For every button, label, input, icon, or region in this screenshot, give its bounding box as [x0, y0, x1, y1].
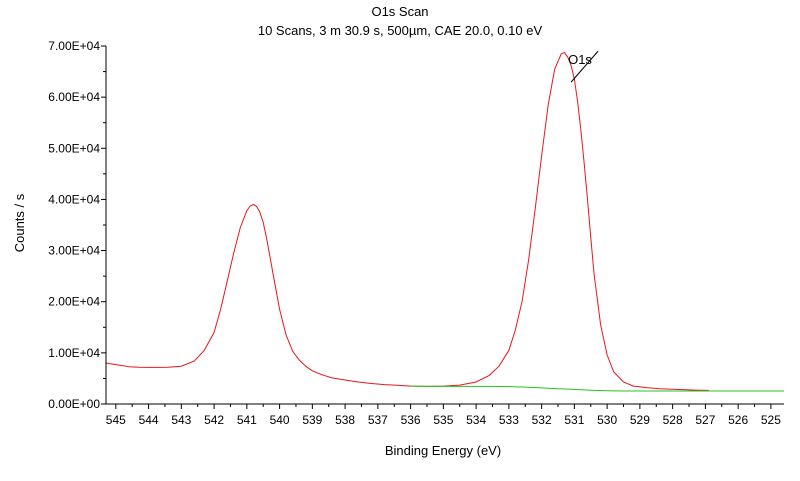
x-tick-label: 529 [630, 413, 650, 427]
y-tick-label: 4.00E+04 [48, 192, 100, 206]
chart-subtitle: 10 Scans, 3 m 30.9 s, 500µm, CAE 20.0, 0… [258, 23, 543, 38]
x-tick-label: 537 [368, 413, 388, 427]
x-tick-label: 527 [695, 413, 715, 427]
x-tick-label: 538 [335, 413, 355, 427]
x-tick-label: 531 [564, 413, 584, 427]
y-tick-label: 6.00E+04 [48, 90, 100, 104]
series-line-1 [105, 52, 709, 391]
x-tick-label: 540 [270, 413, 290, 427]
y-axis-label: Counts / s [12, 193, 27, 252]
plot-area: 545 544 543 542 541 540 539 538 537 536 535 534 533 5… [48, 39, 784, 427]
y-tick-label: 3.00E+04 [48, 244, 100, 258]
series-line-2 [410, 385, 784, 392]
x-tick-label: 535 [433, 413, 453, 427]
y-tick-label: 1.00E+04 [48, 346, 100, 360]
x-tick-label: 539 [302, 413, 322, 427]
x-tick-label: 543 [171, 413, 191, 427]
peak-leader-line [570, 50, 599, 83]
peak-label: O1s [568, 52, 592, 67]
chart-title: O1s Scan [371, 4, 428, 19]
y-tick-label: 5.00E+04 [48, 141, 100, 155]
y-tick-label: 2.00E+04 [48, 295, 100, 309]
x-tick-label: 532 [532, 413, 552, 427]
x-tick-label: 533 [499, 413, 519, 427]
x-tick-label: 545 [106, 413, 126, 427]
x-tick-label: 528 [663, 413, 683, 427]
x-tick-label: 526 [728, 413, 748, 427]
x-tick-label: 525 [761, 413, 781, 427]
x-tick-label: 530 [597, 413, 617, 427]
x-tick-label: 544 [139, 413, 159, 427]
y-tick-label: 0.00E+00 [48, 397, 100, 411]
x-axis-label: Binding Energy (eV) [385, 443, 501, 458]
x-tick-label: 534 [466, 413, 486, 427]
x-tick-label: 542 [204, 413, 224, 427]
x-tick-label: 536 [401, 413, 421, 427]
y-tick-label: 7.00E+04 [48, 39, 100, 53]
x-tick-label: 541 [237, 413, 257, 427]
